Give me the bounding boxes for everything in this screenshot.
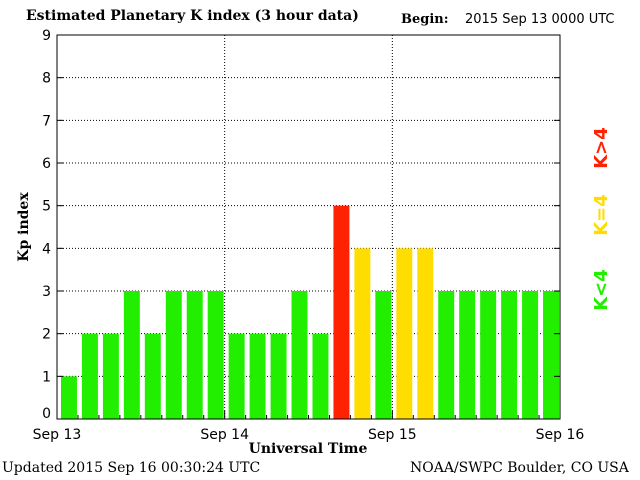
bar [312, 333, 329, 419]
y-tick-label: 1 [42, 369, 51, 385]
source-credit: NOAA/SWPC Boulder, CO USA [410, 460, 629, 476]
legend: K<4 K=4 K>4 [591, 127, 612, 311]
y-axis-label: Kp index [16, 192, 32, 262]
bar [480, 291, 497, 419]
bar [102, 333, 119, 419]
bar-series [61, 205, 559, 419]
chart-title: Estimated Planetary K index (3 hour data… [26, 8, 359, 24]
bar [291, 291, 308, 419]
bar [186, 291, 203, 419]
bar [438, 291, 455, 419]
y-tick-label: 7 [42, 113, 51, 129]
x-tick-label: Sep 16 [536, 427, 585, 443]
y-tick-label: 9 [42, 28, 51, 44]
bar [249, 333, 266, 419]
bar [144, 333, 161, 419]
y-tick-label: 6 [42, 156, 51, 172]
y-tick-label: 3 [42, 284, 51, 300]
bar [123, 291, 140, 419]
bar [354, 248, 371, 419]
bar [459, 291, 476, 419]
bar [270, 333, 287, 419]
x-axis-ticks: Sep 13 Sep 14 Sep 15 Sep 16 [33, 411, 585, 443]
x-tick-label: Sep 14 [200, 427, 249, 443]
bar [81, 333, 98, 419]
bar [207, 291, 224, 419]
begin-label: Begin: [401, 12, 449, 27]
begin-value: 2015 Sep 13 0000 UTC [465, 12, 615, 27]
y-tick-label: 8 [42, 71, 51, 87]
bar [417, 248, 434, 419]
legend-entry: K=4 [591, 194, 612, 236]
updated-timestamp: Updated 2015 Sep 16 00:30:24 UTC [2, 460, 261, 476]
x-tick-label: Sep 13 [33, 427, 82, 443]
bar [501, 291, 518, 419]
y-tick-label: 2 [42, 327, 51, 343]
bar [61, 376, 77, 419]
bar [522, 291, 539, 419]
bar [543, 291, 559, 419]
bar [396, 248, 413, 419]
grid-lines [57, 35, 560, 419]
legend-entry: K>4 [591, 127, 612, 169]
bar [165, 291, 182, 419]
y-axis-ticks: 0 1 2 3 4 5 6 7 8 9 [42, 28, 560, 422]
bar [228, 333, 245, 419]
legend-entry: K<4 [591, 269, 612, 311]
y-tick-label: 5 [42, 199, 51, 215]
y-tick-label: 4 [42, 241, 51, 257]
bar [375, 291, 392, 419]
bar [333, 205, 350, 419]
x-tick-label: Sep 15 [368, 427, 417, 443]
y-tick-label: 0 [42, 406, 51, 422]
x-axis-label: Universal Time [249, 441, 368, 457]
